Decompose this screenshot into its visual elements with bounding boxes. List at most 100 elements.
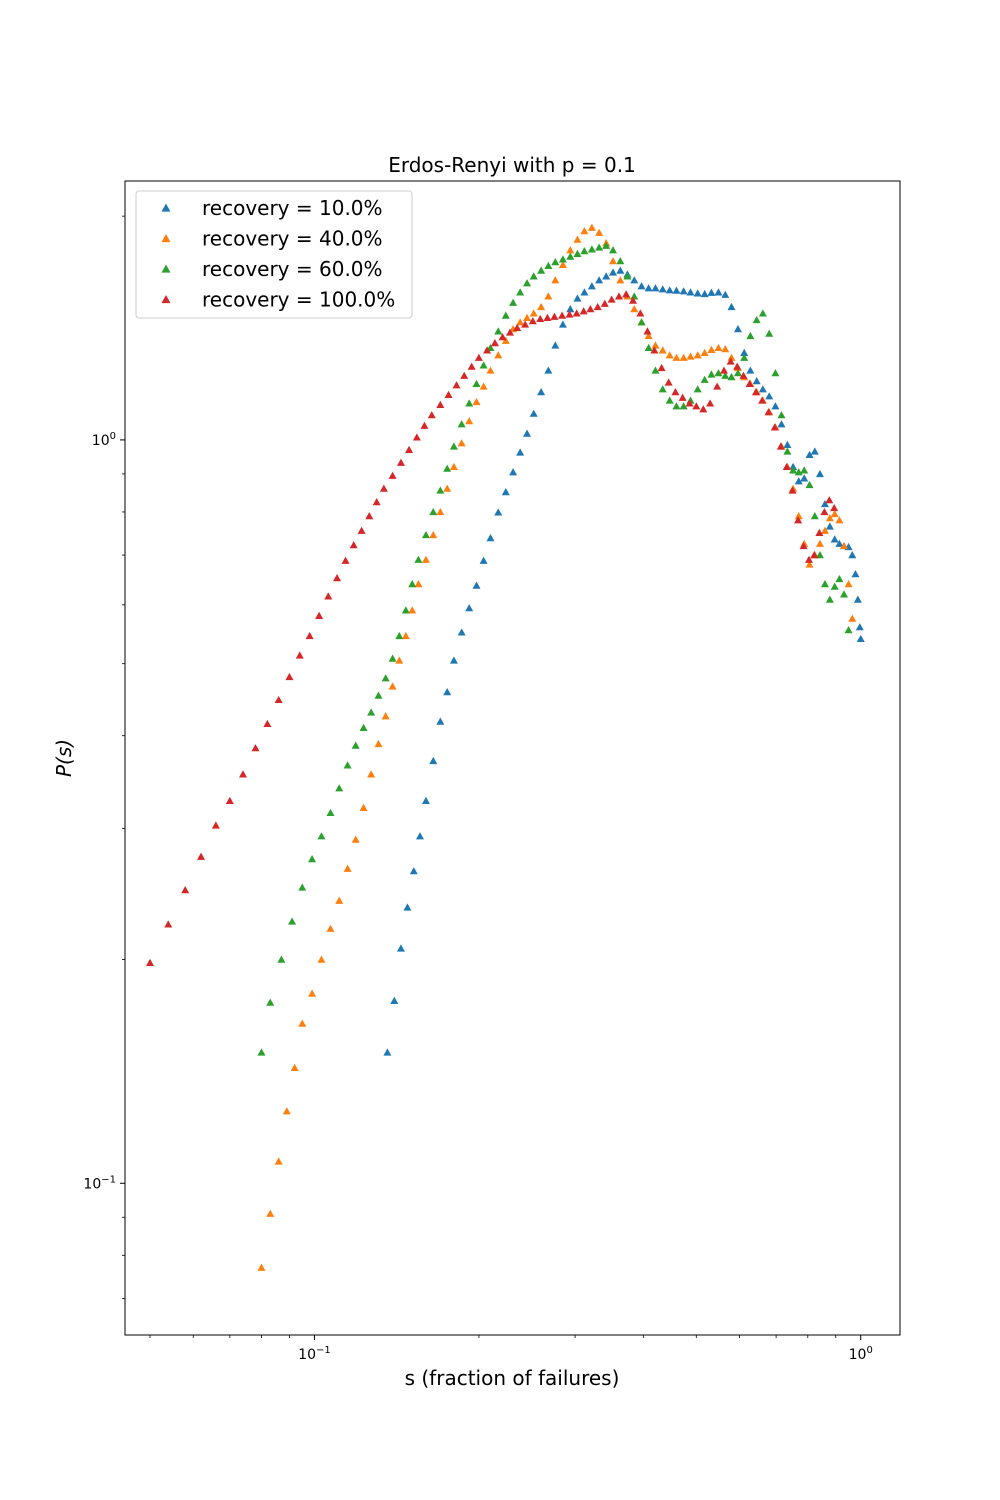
- data-point: [777, 420, 786, 428]
- data-point: [516, 288, 525, 296]
- data-point: [746, 366, 755, 374]
- data-point: [580, 288, 589, 296]
- data-point: [285, 672, 294, 681]
- data-point: [706, 399, 715, 407]
- data-point: [810, 551, 819, 559]
- data-point: [566, 305, 575, 313]
- data-point: [181, 886, 190, 894]
- data-point: [720, 366, 729, 374]
- data-point: [644, 343, 653, 352]
- y-tick-label: 100: [92, 431, 116, 449]
- data-point: [401, 631, 410, 640]
- data-point: [637, 318, 646, 326]
- data-point: [595, 228, 604, 236]
- data-point: [630, 305, 639, 313]
- data-point: [529, 272, 538, 280]
- data-point: [752, 315, 761, 324]
- data-point: [637, 282, 646, 290]
- data-point: [305, 631, 314, 640]
- data-point: [479, 382, 488, 390]
- data-point: [420, 421, 429, 429]
- data-point: [765, 392, 774, 400]
- data-point: [509, 468, 518, 476]
- data-point: [414, 579, 423, 588]
- data-point: [472, 379, 481, 387]
- data-point: [277, 955, 286, 963]
- data-point: [572, 309, 581, 317]
- data-point: [777, 411, 786, 419]
- data-point: [523, 279, 532, 287]
- data-point: [457, 439, 466, 447]
- data-point: [383, 1048, 392, 1056]
- legend-entries: recovery = 10.0% recovery = 40.0% recovery…: [161, 196, 395, 312]
- y-axis-label: P(s): [52, 739, 76, 777]
- data-point: [692, 402, 701, 410]
- chart-title: Erdos-Renyi with p = 0.1: [388, 153, 636, 177]
- data-point: [835, 539, 844, 547]
- data-point: [429, 530, 438, 539]
- data-point: [486, 366, 495, 374]
- data-point: [513, 323, 522, 332]
- data-point: [745, 379, 754, 387]
- data-point: [573, 249, 582, 257]
- data-point: [699, 405, 708, 413]
- data-point: [616, 276, 625, 284]
- data-point: [805, 560, 814, 568]
- data-point: [395, 656, 404, 664]
- data-point: [436, 486, 445, 494]
- x-major-ticks: 10−1 100: [298, 1335, 873, 1363]
- data-point: [765, 329, 774, 337]
- data-point: [225, 796, 234, 804]
- data-point: [465, 399, 474, 407]
- data-point: [794, 512, 803, 520]
- data-point: [700, 289, 709, 298]
- data-point: [528, 317, 537, 325]
- data-point: [672, 402, 681, 410]
- data-point: [751, 387, 760, 396]
- x-minor-ticks: [149, 1335, 837, 1338]
- data-point: [713, 382, 722, 390]
- data-point: [657, 363, 666, 372]
- data-point: [509, 298, 518, 306]
- data-point: [815, 469, 824, 478]
- data-point: [686, 288, 695, 296]
- data-point: [830, 503, 839, 512]
- data-point: [799, 541, 808, 550]
- data-point: [501, 488, 510, 496]
- data-point: [714, 343, 723, 352]
- data-point: [835, 574, 844, 583]
- data-point: [486, 533, 495, 542]
- data-point: [343, 761, 352, 769]
- data-point: [693, 289, 702, 297]
- data-point: [490, 339, 499, 347]
- data-point: [679, 353, 688, 361]
- data-point: [644, 284, 653, 292]
- data-point: [804, 555, 813, 563]
- data-point: [700, 375, 709, 383]
- data-point: [665, 351, 674, 359]
- data-point: [550, 312, 559, 320]
- y-tick-label: 10−1: [83, 1174, 116, 1192]
- data-point: [740, 353, 749, 361]
- data-point: [609, 246, 618, 254]
- data-point: [145, 958, 154, 966]
- data-point: [401, 606, 410, 614]
- data-point: [351, 835, 360, 843]
- data-point: [390, 996, 399, 1004]
- data-point: [335, 896, 344, 904]
- data-point: [721, 371, 730, 379]
- data-point: [840, 541, 849, 550]
- data-point: [457, 628, 466, 636]
- data-point: [651, 366, 660, 374]
- legend-label: recovery = 40.0%: [202, 227, 383, 251]
- data-point: [558, 320, 567, 328]
- data-point: [288, 917, 297, 925]
- data-point: [472, 581, 481, 589]
- data-point: [727, 353, 736, 361]
- data-point: [537, 387, 546, 396]
- x-axis: 10−1 100: [149, 1335, 873, 1363]
- data-point: [343, 864, 352, 872]
- data-point: [658, 385, 667, 393]
- data-point: [326, 924, 335, 932]
